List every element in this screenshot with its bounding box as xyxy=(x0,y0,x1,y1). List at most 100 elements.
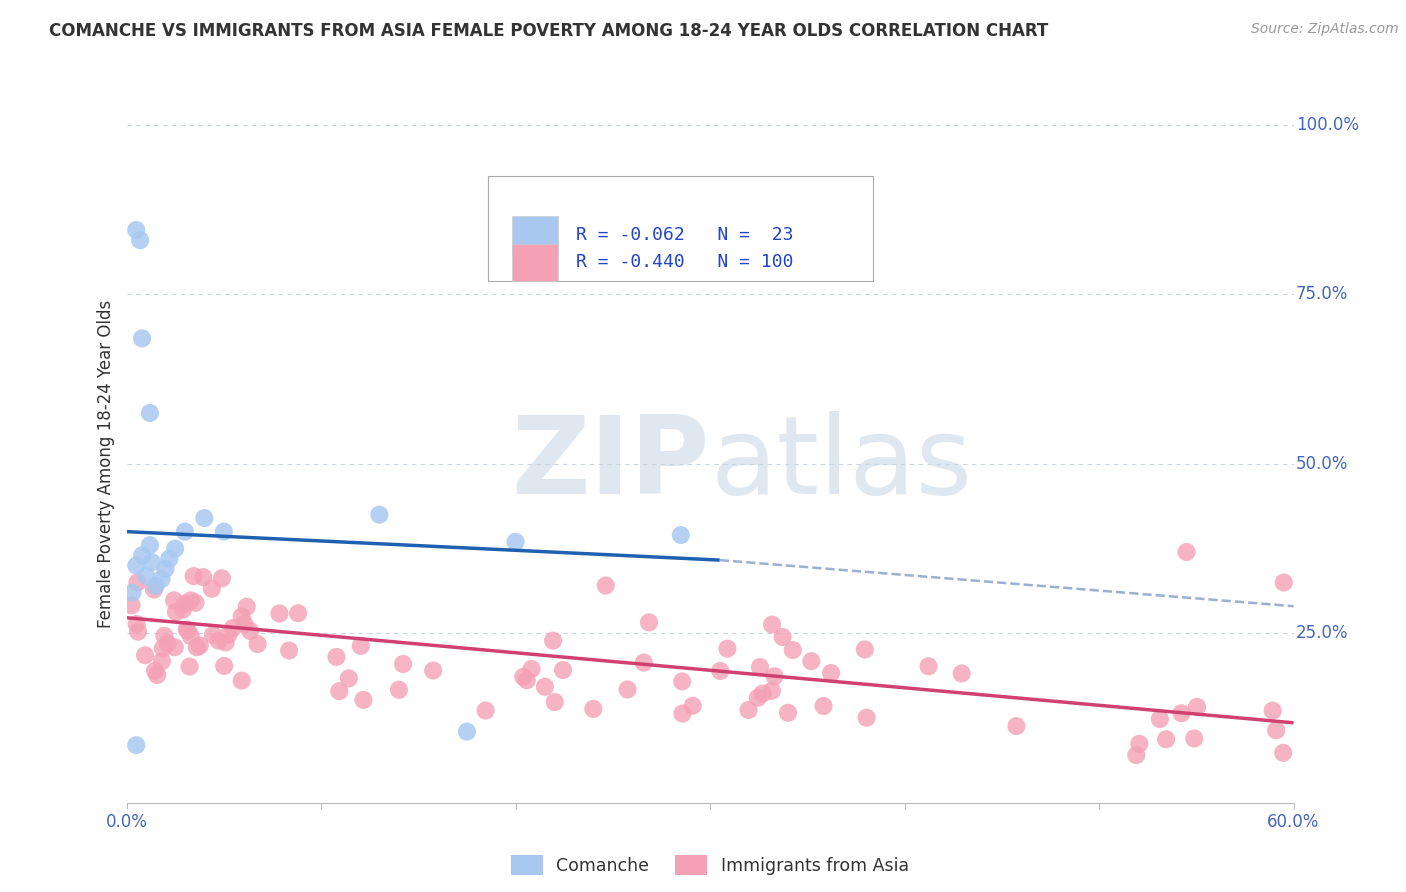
Point xyxy=(172,602,194,616)
Point xyxy=(174,524,197,539)
Point xyxy=(134,648,156,663)
Point xyxy=(1272,746,1295,760)
Point xyxy=(141,555,163,569)
Text: 75.0%: 75.0% xyxy=(1296,285,1348,303)
Point xyxy=(350,639,373,653)
Point xyxy=(150,572,173,586)
Point xyxy=(749,660,772,674)
Point xyxy=(180,629,202,643)
Text: Source: ZipAtlas.com: Source: ZipAtlas.com xyxy=(1251,22,1399,37)
Point xyxy=(761,683,783,698)
Point xyxy=(474,704,496,718)
Point xyxy=(163,593,186,607)
Point xyxy=(157,551,180,566)
Point xyxy=(127,624,149,639)
Point xyxy=(183,569,205,583)
Point xyxy=(709,664,731,678)
Text: ZIP: ZIP xyxy=(512,411,710,516)
Point xyxy=(231,673,253,688)
Point xyxy=(855,711,877,725)
Point xyxy=(950,666,973,681)
Point xyxy=(1265,723,1288,738)
Point xyxy=(761,617,783,632)
Point xyxy=(1125,748,1147,763)
Point xyxy=(269,607,291,621)
Point xyxy=(716,641,738,656)
Point xyxy=(544,695,567,709)
Point xyxy=(595,578,617,592)
Point xyxy=(671,706,693,721)
Point xyxy=(207,633,229,648)
Point xyxy=(180,593,202,607)
Point xyxy=(325,649,347,664)
Point xyxy=(633,656,655,670)
Point xyxy=(337,671,360,685)
Point xyxy=(551,663,574,677)
Point xyxy=(512,670,534,684)
Point xyxy=(125,617,148,632)
Text: atlas: atlas xyxy=(710,411,972,516)
Point xyxy=(233,616,256,631)
Point xyxy=(392,657,415,671)
Point xyxy=(121,585,143,599)
Point xyxy=(669,528,692,542)
Point xyxy=(520,662,543,676)
Point xyxy=(125,738,148,752)
Point xyxy=(800,654,823,668)
Point xyxy=(751,686,773,700)
Point xyxy=(456,724,478,739)
Point xyxy=(1185,699,1208,714)
Point xyxy=(582,702,605,716)
Point xyxy=(165,541,187,556)
Point xyxy=(682,698,704,713)
Point xyxy=(1261,704,1284,718)
Text: R = -0.440   N = 100: R = -0.440 N = 100 xyxy=(576,253,793,271)
Point xyxy=(422,664,444,678)
Point xyxy=(638,615,661,630)
Point xyxy=(131,331,153,345)
Point xyxy=(505,534,527,549)
Y-axis label: Female Poverty Among 18-24 Year Olds: Female Poverty Among 18-24 Year Olds xyxy=(97,300,115,628)
Point xyxy=(153,629,176,643)
Point xyxy=(165,605,187,619)
Point xyxy=(1149,712,1171,726)
Point xyxy=(1175,545,1198,559)
Legend: Comanche, Immigrants from Asia: Comanche, Immigrants from Asia xyxy=(505,848,915,882)
Point xyxy=(135,568,157,582)
Point xyxy=(1128,737,1150,751)
Text: 100.0%: 100.0% xyxy=(1296,116,1358,134)
Point xyxy=(201,582,224,596)
Point xyxy=(352,693,374,707)
Point xyxy=(813,698,835,713)
Point xyxy=(541,633,564,648)
Text: COMANCHE VS IMMIGRANTS FROM ASIA FEMALE POVERTY AMONG 18-24 YEAR OLDS CORRELATIO: COMANCHE VS IMMIGRANTS FROM ASIA FEMALE … xyxy=(49,22,1049,40)
Point xyxy=(1170,706,1192,721)
Point xyxy=(143,582,166,597)
Point xyxy=(737,703,759,717)
Point xyxy=(772,630,794,644)
Point xyxy=(139,538,162,552)
Point xyxy=(776,706,799,720)
Point xyxy=(1005,719,1028,733)
Point xyxy=(193,570,215,584)
FancyBboxPatch shape xyxy=(512,244,558,281)
Point xyxy=(534,680,557,694)
Point xyxy=(516,673,538,687)
Point xyxy=(236,599,259,614)
Point xyxy=(127,575,149,590)
Point xyxy=(152,641,174,656)
Point xyxy=(368,508,391,522)
Point xyxy=(163,640,186,655)
Point xyxy=(222,621,245,635)
Point xyxy=(202,628,225,642)
Point xyxy=(287,606,309,620)
Point xyxy=(671,674,693,689)
Point xyxy=(184,596,207,610)
Point xyxy=(211,571,233,585)
Point xyxy=(146,668,169,682)
Point xyxy=(125,223,148,237)
Text: R = -0.062   N =  23: R = -0.062 N = 23 xyxy=(576,226,793,244)
Point xyxy=(212,659,235,673)
Point xyxy=(747,690,769,705)
Point xyxy=(176,623,198,637)
